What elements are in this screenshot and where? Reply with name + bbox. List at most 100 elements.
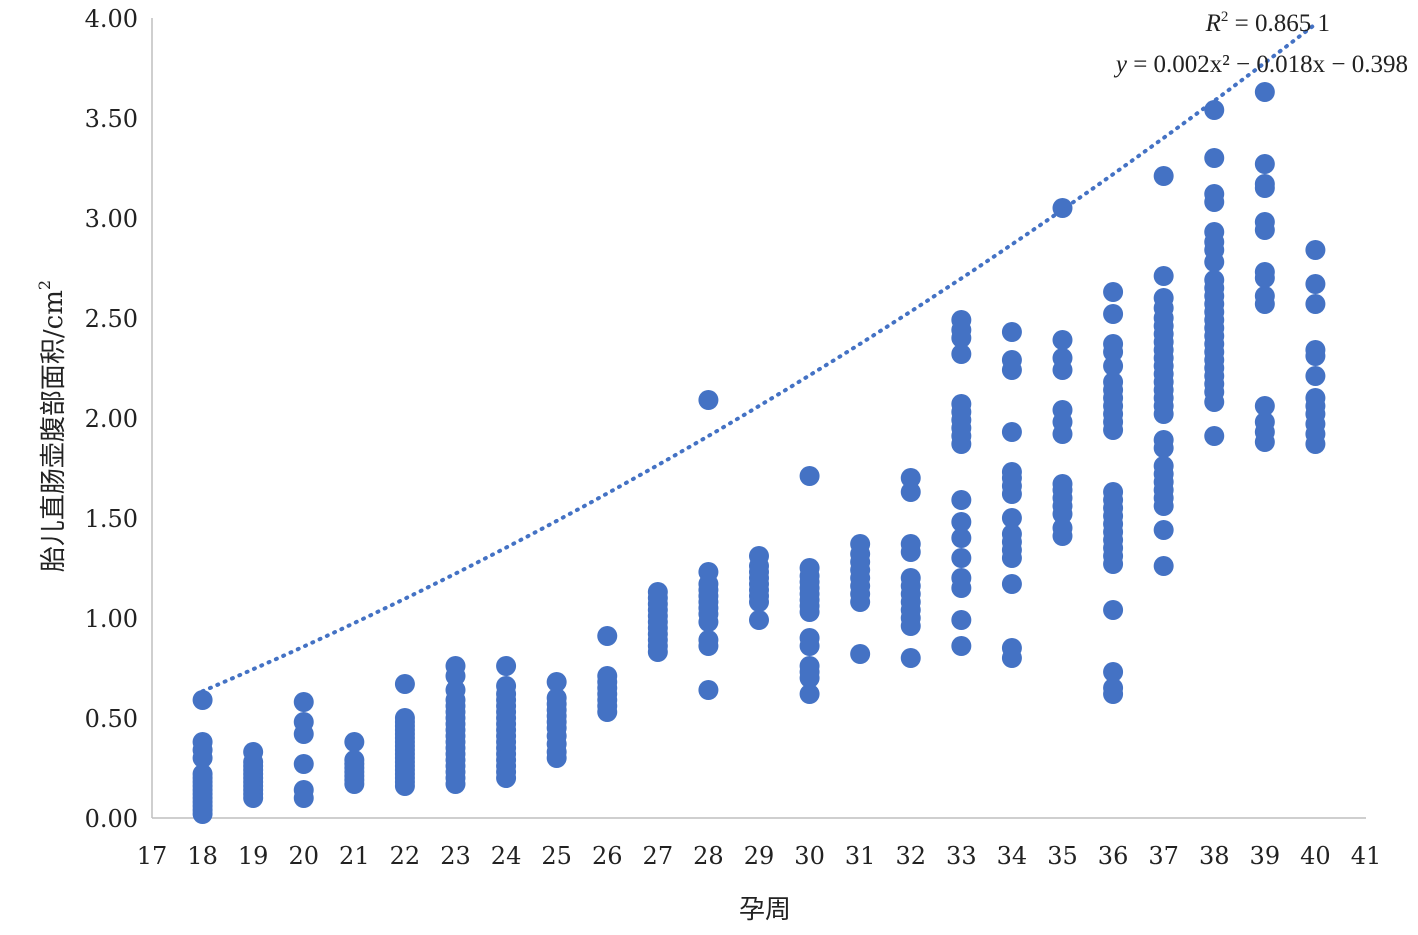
data-point: [799, 558, 820, 578]
x-tick-label: 33: [946, 842, 977, 870]
data-point: [1001, 638, 1022, 658]
x-tick-label: 41: [1351, 842, 1382, 870]
data-point: [1103, 600, 1124, 620]
data-point: [496, 676, 517, 696]
y-axis-title-main: 胎儿直肠壶腹部面积/cm: [39, 290, 69, 572]
data-point: [1254, 286, 1275, 306]
y-axis-title-superscript: 2: [35, 280, 54, 290]
data-point: [394, 708, 415, 728]
data-point: [951, 636, 972, 656]
data-point: [1001, 574, 1022, 594]
data-points: [192, 82, 1326, 824]
data-point: [1001, 422, 1022, 442]
x-tick-label: 21: [339, 842, 370, 870]
data-point: [1103, 372, 1124, 392]
x-tick-label: 27: [643, 842, 674, 870]
data-point: [900, 468, 921, 488]
y-tick-label: 3.00: [85, 205, 138, 233]
x-tick-label: 29: [744, 842, 775, 870]
x-tick-label: 35: [1047, 842, 1078, 870]
data-point: [1153, 430, 1174, 450]
x-tick-label: 37: [1148, 842, 1179, 870]
data-point: [749, 610, 769, 630]
data-point: [900, 648, 921, 668]
data-point: [293, 754, 314, 774]
data-point: [698, 680, 719, 700]
data-point: [1103, 356, 1124, 376]
data-point: [1153, 266, 1174, 286]
data-point: [1153, 288, 1174, 308]
y-tick-label: 0.50: [85, 705, 138, 733]
y-tick-label: 0.00: [85, 805, 138, 833]
data-point: [799, 466, 820, 486]
data-point: [1052, 518, 1073, 538]
data-point: [1254, 174, 1275, 194]
data-point: [1204, 270, 1225, 290]
x-tick-label: 30: [794, 842, 825, 870]
axes: [151, 18, 1366, 819]
y-axis-title-group: 胎儿直肠壶腹部面积/cm2: [35, 280, 69, 572]
data-point: [1254, 154, 1275, 174]
x-tick-label: 20: [288, 842, 319, 870]
data-point: [496, 656, 517, 676]
x-tick-label: 39: [1250, 842, 1281, 870]
data-point: [1305, 388, 1326, 408]
data-point: [293, 712, 314, 732]
trendline-path: [200, 22, 1318, 694]
data-point: [394, 674, 415, 694]
data-point: [799, 628, 820, 648]
x-tick-label: 23: [440, 842, 471, 870]
data-point: [1052, 474, 1073, 494]
data-point: [1153, 520, 1174, 540]
x-tick-label: 26: [592, 842, 623, 870]
x-tick-label: 34: [997, 842, 1028, 870]
data-point: [344, 750, 365, 770]
x-tick-label: 28: [693, 842, 724, 870]
data-point: [1103, 334, 1124, 354]
data-point: [749, 546, 769, 566]
data-point: [1103, 282, 1124, 302]
y-axis-title: 胎儿直肠壶腹部面积/cm2: [35, 280, 69, 572]
data-point: [546, 688, 567, 708]
data-point: [951, 568, 972, 588]
data-point: [597, 666, 618, 686]
data-point: [951, 490, 972, 510]
data-point: [1052, 348, 1073, 368]
data-point: [850, 534, 871, 554]
data-point: [1001, 350, 1022, 370]
x-tick-label: 40: [1300, 842, 1331, 870]
data-point: [445, 656, 466, 676]
x-axis-title: 孕周: [739, 895, 791, 925]
y-tick-label: 1.00: [85, 605, 138, 633]
data-point: [951, 310, 972, 330]
data-point: [951, 610, 972, 630]
x-tick-label: 36: [1098, 842, 1129, 870]
data-point: [1305, 294, 1326, 314]
data-point: [900, 482, 921, 502]
data-point: [1204, 100, 1225, 120]
data-point: [445, 680, 466, 700]
r-squared-annotation: R2 = 0.865 1: [1205, 9, 1330, 37]
data-point: [799, 684, 820, 704]
x-tick-label: 19: [238, 842, 269, 870]
data-point: [1204, 222, 1225, 242]
data-point: [597, 626, 618, 646]
data-point: [1153, 456, 1174, 476]
data-point: [1204, 184, 1225, 204]
data-point: [799, 656, 820, 676]
data-point: [1103, 662, 1124, 682]
data-point: [546, 672, 567, 692]
data-point: [1001, 322, 1022, 342]
data-point: [900, 568, 921, 588]
y-tick-label: 2.50: [85, 305, 138, 333]
data-point: [1305, 366, 1326, 386]
trendline-equation: y = 0.002x² − 0.018x − 0.398: [1113, 51, 1408, 78]
tick-labels: 17 18 19 20 21 22 23 24 25 26 27 28 29 30 31 32 33 34 35 36…: [85, 5, 1382, 870]
data-point: [951, 394, 972, 414]
r-squared-value: = 0.865 1: [1235, 10, 1330, 37]
data-point: [1052, 400, 1073, 420]
data-point: [243, 742, 264, 762]
data-point: [293, 780, 314, 800]
data-point: [1153, 556, 1174, 576]
